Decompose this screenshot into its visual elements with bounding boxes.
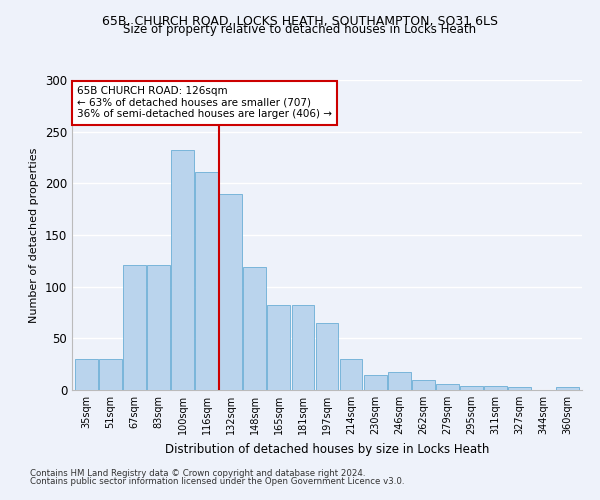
Y-axis label: Number of detached properties: Number of detached properties — [29, 148, 40, 322]
Bar — [171, 150, 194, 390]
Bar — [556, 387, 579, 390]
Text: 65B CHURCH ROAD: 126sqm
← 63% of detached houses are smaller (707)
36% of semi-d: 65B CHURCH ROAD: 126sqm ← 63% of detache… — [77, 86, 332, 120]
Bar — [340, 359, 362, 390]
Bar — [388, 372, 410, 390]
Bar — [220, 194, 242, 390]
Bar — [484, 386, 507, 390]
Bar — [99, 359, 122, 390]
Text: Contains HM Land Registry data © Crown copyright and database right 2024.: Contains HM Land Registry data © Crown c… — [30, 468, 365, 477]
Text: 65B, CHURCH ROAD, LOCKS HEATH, SOUTHAMPTON, SO31 6LS: 65B, CHURCH ROAD, LOCKS HEATH, SOUTHAMPT… — [102, 15, 498, 28]
Bar — [508, 387, 531, 390]
Bar — [364, 374, 386, 390]
Text: Contains public sector information licensed under the Open Government Licence v3: Contains public sector information licen… — [30, 477, 404, 486]
Bar — [460, 386, 483, 390]
Bar — [316, 323, 338, 390]
Bar — [123, 265, 146, 390]
Bar — [75, 359, 98, 390]
X-axis label: Distribution of detached houses by size in Locks Heath: Distribution of detached houses by size … — [165, 442, 489, 456]
Bar — [147, 265, 170, 390]
Bar — [244, 267, 266, 390]
Bar — [412, 380, 434, 390]
Bar — [292, 306, 314, 390]
Text: Size of property relative to detached houses in Locks Heath: Size of property relative to detached ho… — [124, 22, 476, 36]
Bar — [436, 384, 459, 390]
Bar — [195, 172, 218, 390]
Bar — [268, 306, 290, 390]
